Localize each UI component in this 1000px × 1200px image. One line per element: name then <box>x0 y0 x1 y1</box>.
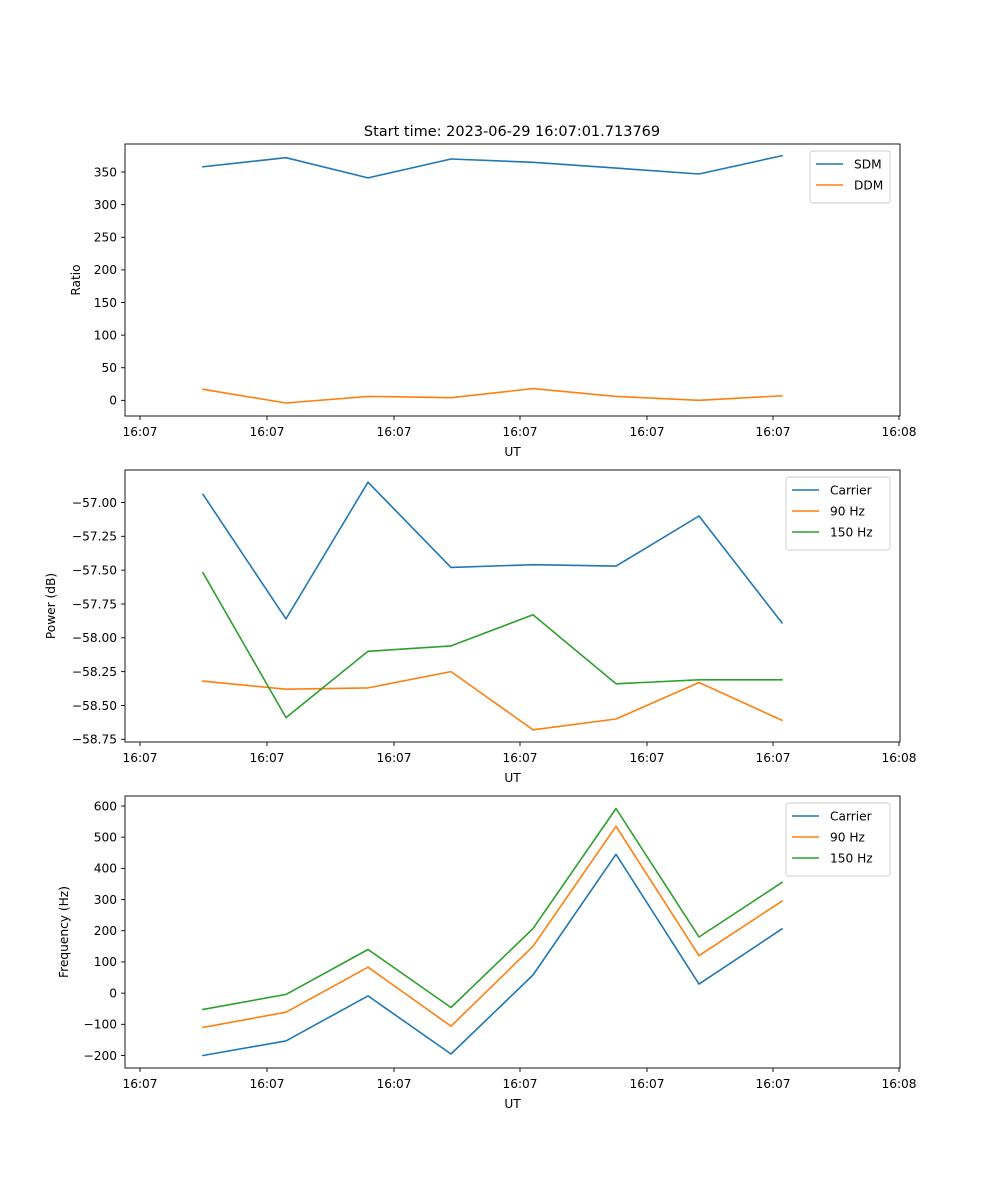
x-axis-label: UT <box>504 445 521 459</box>
legend-label: 150 Hz <box>830 852 873 866</box>
y-tick-label: 600 <box>94 799 117 813</box>
x-tick-label: 16:08 <box>881 1077 916 1091</box>
series-line-ddm <box>202 387 783 404</box>
x-tick-label: 16:07 <box>122 1077 157 1091</box>
y-tick-label: −57.50 <box>72 563 117 577</box>
x-tick-label: 16:07 <box>629 1077 664 1091</box>
subplot-3: 16:07 16:07 16:07 16:07 16:07 16:07 16:08 −200 −… <box>57 795 917 1111</box>
x-tick-label: 16:07 <box>249 751 284 765</box>
legend-label: 90 Hz <box>830 831 865 845</box>
y-tick-label: 300 <box>94 893 117 907</box>
x-tick-label: 16:07 <box>502 751 537 765</box>
y-tick-label: −58.75 <box>72 733 117 747</box>
axes-frame <box>124 469 901 743</box>
y-tick-label: −200 <box>84 1049 117 1063</box>
x-axis-label: UT <box>504 771 521 785</box>
legend-label: Carrier <box>830 484 873 498</box>
y-tick-label: −57.25 <box>72 530 117 544</box>
y-tick-label: 300 <box>94 198 117 212</box>
x-tick-label: 16:07 <box>249 1077 284 1091</box>
y-tick-label: −58.25 <box>72 665 117 679</box>
legend-label: 90 Hz <box>830 505 865 519</box>
y-tick-label: 50 <box>101 361 117 375</box>
subplot-1: 16:07 16:07 16:07 16:07 16:07 16:07 16:08 0 50 10… <box>69 143 917 459</box>
figure-title: Start time: 2023-06-29 16:07:01.713769 <box>364 124 660 140</box>
series-line-150-hz <box>201 571 783 719</box>
x-tick-label: 16:07 <box>629 425 664 439</box>
x-tick-label: 16:07 <box>755 425 790 439</box>
legend-label: Carrier <box>830 810 873 824</box>
y-axis-label: Ratio <box>69 264 83 295</box>
x-tick-label: 16:07 <box>122 751 157 765</box>
y-tick-label: −57.00 <box>72 496 117 510</box>
legend-label: DDM <box>854 179 883 193</box>
x-tick-label: 16:08 <box>881 751 916 765</box>
x-tick-label: 16:07 <box>376 751 411 765</box>
series-line-sdm <box>202 154 783 179</box>
series-line-90-hz <box>202 825 784 1029</box>
y-tick-label: 0 <box>109 394 117 408</box>
series-line-90-hz <box>202 670 784 731</box>
y-tick-label: 0 <box>109 986 117 1000</box>
x-tick-label: 16:07 <box>502 1077 537 1091</box>
y-tick-label: 400 <box>94 862 117 876</box>
y-tick-label: 350 <box>94 165 117 179</box>
axes-frame <box>124 795 901 1069</box>
x-tick-label: 16:07 <box>122 425 157 439</box>
subplots: 16:07 16:07 16:07 16:07 16:07 16:07 16:08 0 50 10… <box>44 143 917 1111</box>
y-tick-label: 200 <box>94 263 117 277</box>
subplot-2: 16:07 16:07 16:07 16:07 16:07 16:07 16:08 −58.7… <box>44 469 917 785</box>
y-tick-label: 150 <box>94 296 117 310</box>
axes-frame <box>124 143 901 417</box>
x-tick-label: 16:07 <box>755 751 790 765</box>
legend: Carrier 90 Hz 150 Hz <box>785 476 891 551</box>
x-tick-label: 16:07 <box>502 425 537 439</box>
x-tick-label: 16:07 <box>376 1077 411 1091</box>
legend: SDM DDM <box>809 150 891 204</box>
series-line-carrier <box>201 481 784 625</box>
series-line-150-hz <box>202 807 784 1011</box>
y-tick-label: 100 <box>94 328 117 342</box>
y-tick-label: −57.75 <box>72 597 117 611</box>
y-axis-label: Power (dB) <box>44 573 58 639</box>
legend-label: 150 Hz <box>830 526 873 540</box>
legend: Carrier 90 Hz 150 Hz <box>785 802 891 877</box>
y-tick-label: 200 <box>94 924 117 938</box>
series-line-carrier <box>202 853 784 1057</box>
y-tick-label: −58.50 <box>72 699 117 713</box>
x-tick-label: 16:07 <box>629 751 664 765</box>
x-tick-label: 16:07 <box>755 1077 790 1091</box>
x-tick-label: 16:08 <box>881 425 916 439</box>
y-tick-label: 500 <box>94 830 117 844</box>
y-tick-label: 250 <box>94 231 117 245</box>
x-tick-label: 16:07 <box>376 425 411 439</box>
y-axis-label: Frequency (Hz) <box>57 886 71 978</box>
legend-label: SDM <box>854 158 882 172</box>
y-tick-label: −100 <box>84 1018 117 1032</box>
y-tick-label: −58.00 <box>72 631 117 645</box>
x-tick-label: 16:07 <box>249 425 284 439</box>
y-tick-label: 100 <box>94 955 117 969</box>
x-axis-label: UT <box>504 1097 521 1111</box>
